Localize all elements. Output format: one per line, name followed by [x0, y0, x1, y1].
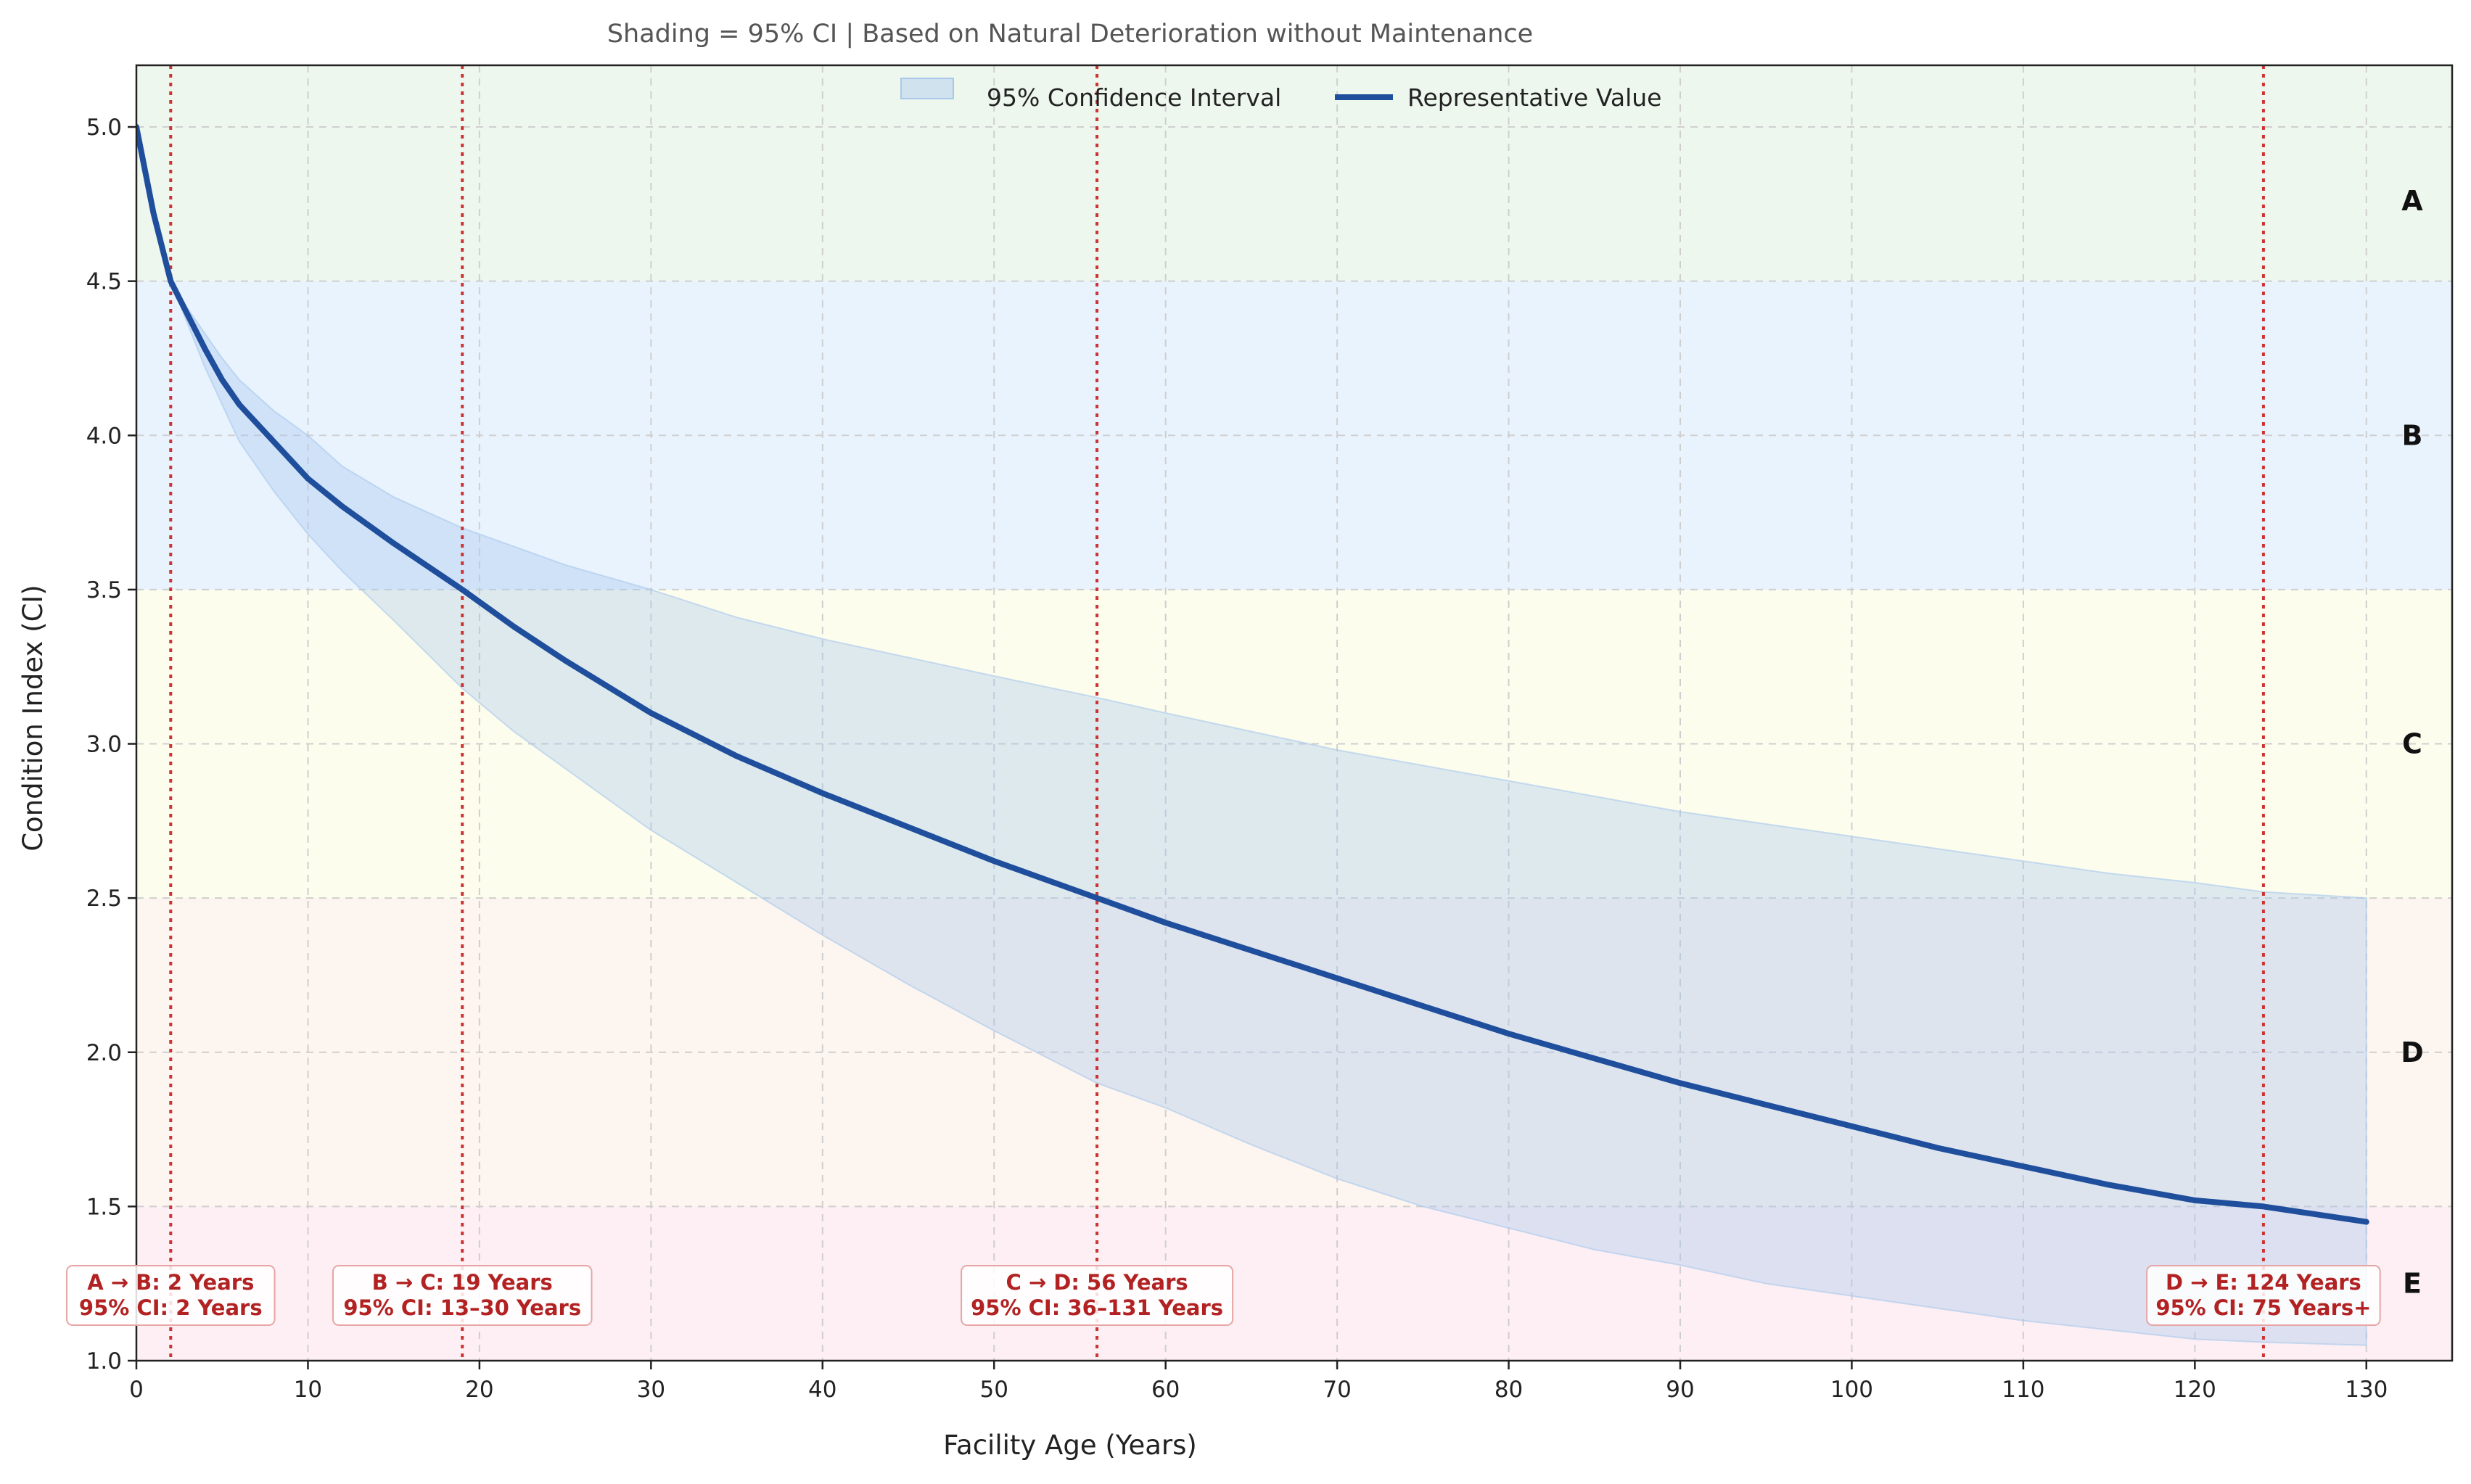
annotation-ci-text: 95% CI: 36–131 Years [971, 1295, 1223, 1320]
annotation-box [961, 1265, 1234, 1326]
x-tick-label: 50 [979, 1377, 1008, 1403]
x-tick-label: 0 [129, 1377, 144, 1403]
x-tick-label: 20 [465, 1377, 493, 1403]
y-axis-label: Condition Index (CI) [17, 585, 49, 852]
x-axis-label: Facility Age (Years) [943, 1430, 1197, 1461]
y-tick-label: 2.5 [86, 886, 122, 912]
grid [136, 65, 2452, 1361]
axes: 0 10 20 30 40 50 60 70 80 90 100 110 120 130 1.0 1.5 2.0… [86, 64, 2454, 1403]
legend-label-confidence-interval: 95% Confidence Interval [987, 83, 1281, 112]
x-tick-label: 70 [1323, 1377, 1351, 1403]
grade-band-a [136, 65, 2452, 281]
grade-label-a: A [2401, 185, 2423, 217]
x-tick-label: 80 [1494, 1377, 1523, 1403]
x-tick-label: 30 [637, 1377, 665, 1403]
annotation-ci-text: 95% CI: 75 Years+ [2155, 1295, 2371, 1320]
annotation-transition-text: C → D: 56 Years [1006, 1270, 1188, 1295]
x-tick-label: 130 [2345, 1377, 2388, 1403]
grade-label-b: B [2402, 419, 2423, 451]
grade-label-c: C [2402, 728, 2422, 760]
series-layer [136, 124, 2369, 1225]
y-tick-label: 1.0 [86, 1348, 122, 1374]
annotation-ci-text: 95% CI: 2 Years [79, 1295, 263, 1320]
legend-band-swatch [900, 78, 954, 99]
representative-value-line [136, 124, 2369, 1225]
chart-title: Shading = 95% CI | Based on Natural Dete… [607, 20, 1533, 49]
confidence-band-layer [136, 126, 2367, 1346]
annotation-transition-text: B → C: 19 Years [372, 1270, 553, 1295]
annotation-box [2146, 1265, 2381, 1326]
y-tick-label: 4.0 [86, 423, 122, 449]
y-tick-label: 3.5 [86, 577, 122, 603]
x-tick-label: 10 [294, 1377, 322, 1403]
annotation-transition-text: D → E: 124 Years [2166, 1270, 2361, 1295]
legend-label-representative-value: Representative Value [1407, 83, 1661, 112]
x-tick-label: 100 [1830, 1377, 1873, 1403]
x-tick-label: 60 [1151, 1377, 1180, 1403]
grade-label-e: E [2403, 1268, 2422, 1300]
y-tick-label: 5.0 [86, 115, 122, 141]
x-tick-label: 110 [2002, 1377, 2044, 1403]
confidence-interval-band [136, 126, 2367, 1346]
x-tick-label: 40 [808, 1377, 836, 1403]
y-tick-label: 2.0 [86, 1040, 122, 1066]
x-tick-label: 120 [2174, 1377, 2216, 1403]
annotation-transition-text: A → B: 2 Years [87, 1270, 254, 1295]
y-tick-label: 1.5 [86, 1194, 122, 1220]
transition-lines [169, 65, 2265, 1361]
legend: 95% Confidence Interval Representative Va… [900, 78, 1661, 112]
annotation-box [332, 1265, 593, 1326]
y-tick-label: 3.0 [86, 732, 122, 758]
grade-labels: A B C D E [2401, 185, 2424, 1300]
grade-label-d: D [2401, 1036, 2424, 1068]
x-tick-label: 90 [1666, 1377, 1694, 1403]
y-tick-label: 4.5 [86, 269, 122, 295]
plot-frame [135, 64, 2454, 1362]
annotation-ci-text: 95% CI: 13–30 Years [343, 1295, 581, 1320]
annotation-box [66, 1265, 276, 1326]
